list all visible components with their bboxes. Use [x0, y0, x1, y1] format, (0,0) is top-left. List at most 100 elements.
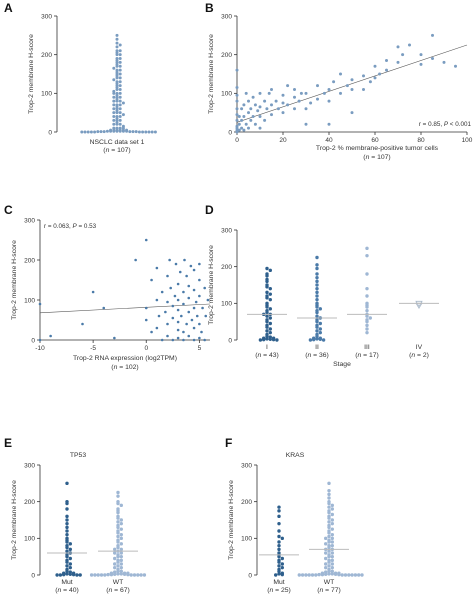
panel-b-point [235, 93, 239, 97]
panel-d-point [268, 321, 272, 326]
panel-f-point [307, 573, 311, 577]
panel-d-point [265, 285, 269, 289]
panel-d-point [265, 305, 269, 309]
panel-a-point [115, 129, 119, 133]
panel-a-y-tick-label: 300 [41, 13, 52, 20]
panel-d-point [268, 286, 272, 291]
panel-d-n-label: (n = 43) [255, 352, 279, 359]
panel-e-point [113, 572, 117, 576]
panel-c-point [192, 306, 196, 310]
panel-c-point [206, 298, 210, 302]
panel-c-y-tick-label: 100 [24, 297, 35, 304]
panel-d-point [265, 329, 269, 333]
panel-a-point [105, 129, 109, 133]
panel-b-letter: B [205, 1, 214, 15]
panel-f-point [330, 572, 334, 576]
panel-a-point [112, 122, 116, 126]
panel-b-point [431, 57, 434, 61]
panel-e-point [119, 558, 124, 563]
panel-d-point [315, 294, 319, 298]
panel-b-point [396, 45, 400, 49]
panel-e-n-label: (n = 40) [55, 587, 79, 594]
panel-d-point [365, 305, 369, 309]
panel-b-y-tick-label: 200 [221, 52, 232, 59]
panel-d-x-axis-title: Stage [333, 361, 351, 368]
panel-b-point [286, 84, 290, 88]
panel-e-point [65, 507, 69, 511]
panel-c-point [203, 286, 206, 290]
panel-f-point [330, 551, 334, 555]
panel-c-x-tick-label: 0 [144, 345, 148, 352]
panel-d-point [268, 337, 272, 341]
panel-a-point [115, 41, 119, 45]
panel-b-x-tick-label: 20 [279, 137, 287, 144]
panel-b-point [258, 115, 262, 119]
panel-e-point [116, 520, 120, 524]
panel-a-point [137, 130, 141, 134]
panel-d-point [315, 329, 319, 333]
panel-d-point [365, 330, 369, 335]
panel-f-point [277, 521, 281, 526]
panel-f-point [327, 525, 331, 530]
panel-b-point [258, 105, 262, 109]
panel-e-point [89, 573, 94, 577]
panel-e-point [119, 554, 124, 559]
panel-c-x-tick-label: 5 [198, 345, 202, 352]
panel-d-y-tick-label: 100 [221, 301, 232, 308]
panel-f-point [343, 573, 348, 577]
panel-d-point [315, 255, 319, 260]
panel-c-point [194, 300, 198, 304]
panel-d-point [368, 316, 372, 320]
panel-b-point [270, 113, 273, 117]
panel-f-point [327, 554, 331, 559]
panel-e-point [55, 573, 59, 577]
panel-a-point [99, 130, 103, 134]
panel-e-point [65, 560, 69, 564]
panel-b-point [304, 91, 308, 95]
panel-c-fit-line [39, 303, 211, 314]
panel-b-point [293, 87, 296, 91]
panel-d-point [315, 279, 319, 284]
panel-c-point [102, 306, 106, 310]
panel-d-point [265, 337, 269, 341]
panel-f-point [277, 543, 281, 548]
panel-f-letter: F [225, 436, 232, 450]
panel-f-point [277, 560, 281, 564]
panel-e-point [68, 556, 73, 561]
panel-b-point [235, 124, 239, 128]
panel-b-point [293, 95, 296, 99]
panel-f-point [327, 569, 331, 574]
panel-a-point [118, 91, 122, 95]
panel-e-n-label: (n = 67) [106, 587, 130, 594]
panel-d-point [265, 290, 269, 295]
panel-d-point [365, 327, 369, 331]
panel-f-point [277, 572, 281, 576]
panel-a-point [115, 111, 119, 115]
panel-c-point [160, 338, 164, 342]
panel-d-point [265, 296, 269, 300]
panel-e-point [113, 565, 117, 570]
panel-c-point [150, 330, 153, 334]
panel-e-point [139, 573, 143, 577]
panel-d-point [315, 334, 319, 339]
panel-b-point [309, 101, 313, 105]
panel-f-point [330, 527, 334, 531]
panel-b-point [247, 126, 250, 130]
panel-e-point [78, 573, 82, 577]
panel-a-letter: A [4, 1, 13, 15]
panel-c-point [166, 300, 169, 304]
panel-a-point [128, 130, 132, 134]
panel-d-point [365, 308, 369, 313]
panel-b-point [408, 43, 411, 47]
panel-b-point [235, 113, 239, 117]
panel-e-point [119, 565, 124, 570]
panel-e-point [119, 532, 124, 537]
panel-e-point [68, 572, 73, 576]
panel-f-point [304, 573, 308, 577]
panel-b-point [385, 58, 388, 62]
panel-f-point [327, 505, 331, 509]
panel-e-point [99, 573, 104, 577]
panel-a-point [115, 37, 119, 41]
panel-d-point [318, 337, 322, 341]
